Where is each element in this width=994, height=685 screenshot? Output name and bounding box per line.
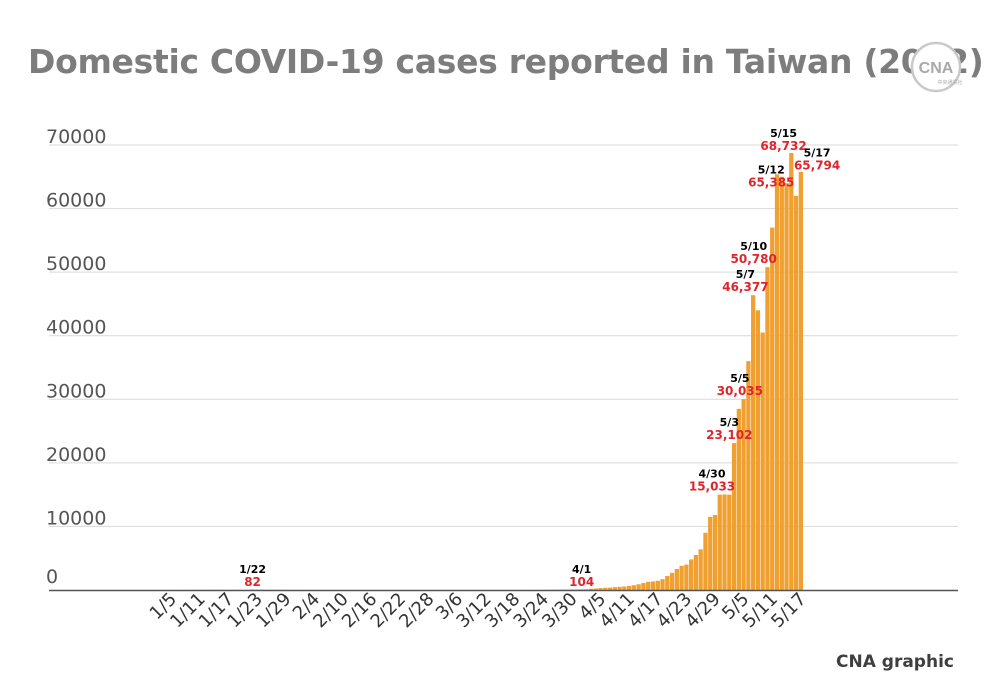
y-tick-label: 30000 bbox=[46, 380, 106, 402]
annotation-value: 30,035 bbox=[717, 384, 763, 398]
bar bbox=[731, 443, 737, 590]
y-tick-label: 60000 bbox=[46, 190, 106, 212]
annotation-value: 50,780 bbox=[731, 252, 777, 266]
bar bbox=[703, 532, 708, 590]
annotation-date: 4/30 bbox=[699, 468, 726, 481]
bar bbox=[784, 183, 789, 590]
bar bbox=[631, 585, 637, 590]
annotation-date: 5/7 bbox=[736, 268, 755, 281]
bar bbox=[674, 569, 679, 590]
bar bbox=[617, 586, 622, 590]
bar bbox=[646, 581, 651, 590]
bar bbox=[569, 589, 575, 590]
bar bbox=[650, 581, 656, 590]
bar bbox=[708, 516, 713, 590]
bar bbox=[622, 586, 627, 590]
bar bbox=[698, 549, 703, 590]
bar bbox=[679, 565, 684, 590]
bar bbox=[736, 408, 741, 590]
bar bbox=[717, 494, 722, 590]
bar bbox=[755, 310, 761, 590]
bar bbox=[765, 267, 770, 590]
y-tick-label: 70000 bbox=[46, 126, 106, 148]
bar bbox=[722, 494, 727, 590]
annotation-date: 1/22 bbox=[239, 563, 266, 576]
bar bbox=[612, 587, 617, 590]
bar bbox=[727, 494, 732, 590]
annotation-value: 15,033 bbox=[689, 480, 735, 494]
annotation-date: 5/15 bbox=[770, 127, 797, 140]
bar bbox=[798, 171, 803, 591]
logo-subtext: 中央通訊社 bbox=[937, 79, 962, 86]
bars bbox=[154, 153, 803, 591]
bar bbox=[793, 195, 799, 591]
bar bbox=[579, 589, 584, 590]
bar bbox=[593, 588, 598, 590]
source-credit: CNA graphic bbox=[836, 652, 954, 672]
x-tick-label: 5/17 bbox=[767, 589, 810, 632]
bar bbox=[693, 555, 699, 590]
cna-logo-icon: CNA 中央通訊社 bbox=[906, 40, 966, 96]
bar bbox=[607, 587, 613, 590]
bar bbox=[741, 399, 746, 590]
y-tick-label: 0 bbox=[46, 566, 58, 588]
x-axis-ticks: 1/51/111/171/231/292/42/102/162/222/283/… bbox=[146, 589, 811, 632]
annotation-value: 68,732 bbox=[760, 139, 806, 153]
y-axis-ticks: 0 10000 20000 30000 40000 50000 60000 70000 bbox=[46, 126, 106, 588]
y-tick-label: 20000 bbox=[46, 444, 106, 466]
annotation-date: 4/1 bbox=[572, 563, 591, 576]
annotation-date: 5/3 bbox=[720, 416, 739, 429]
bar bbox=[669, 572, 675, 590]
annotation-value: 65,794 bbox=[794, 159, 840, 173]
bar bbox=[598, 588, 603, 590]
annotation-date: 5/17 bbox=[804, 147, 831, 160]
bar bbox=[689, 559, 694, 590]
bar bbox=[770, 227, 775, 590]
bar bbox=[636, 584, 641, 590]
annotation-value: 46,377 bbox=[722, 280, 768, 294]
bar bbox=[746, 361, 751, 590]
annotation-value: 104 bbox=[569, 575, 594, 589]
bar bbox=[660, 579, 665, 590]
bar bbox=[250, 589, 255, 590]
bar bbox=[641, 583, 646, 590]
bar bbox=[665, 576, 670, 590]
bar bbox=[712, 514, 718, 590]
grid-lines bbox=[49, 144, 958, 527]
y-tick-label: 10000 bbox=[46, 507, 106, 529]
annotation-date: 5/12 bbox=[758, 163, 785, 176]
bar bbox=[774, 174, 780, 590]
bar bbox=[588, 588, 594, 590]
bar bbox=[684, 564, 689, 590]
bar bbox=[584, 589, 589, 590]
bar bbox=[779, 176, 784, 591]
logo-text: CNA bbox=[919, 60, 954, 77]
annotation-value: 65,385 bbox=[748, 175, 794, 189]
bar bbox=[760, 332, 765, 590]
bar bbox=[627, 585, 632, 590]
annotation-value: 82 bbox=[244, 575, 261, 589]
bar bbox=[655, 580, 660, 590]
bar bbox=[574, 589, 579, 590]
bar bbox=[789, 153, 794, 590]
annotation-date: 5/10 bbox=[740, 240, 767, 253]
annotation-value: 23,102 bbox=[706, 428, 752, 442]
chart-title: Domestic COVID-19 cases reported in Taiw… bbox=[28, 42, 984, 81]
y-tick-label: 50000 bbox=[46, 253, 106, 275]
bar bbox=[751, 295, 756, 590]
bar bbox=[603, 587, 608, 590]
y-tick-label: 40000 bbox=[46, 317, 106, 339]
annotation-date: 5/5 bbox=[730, 372, 749, 385]
